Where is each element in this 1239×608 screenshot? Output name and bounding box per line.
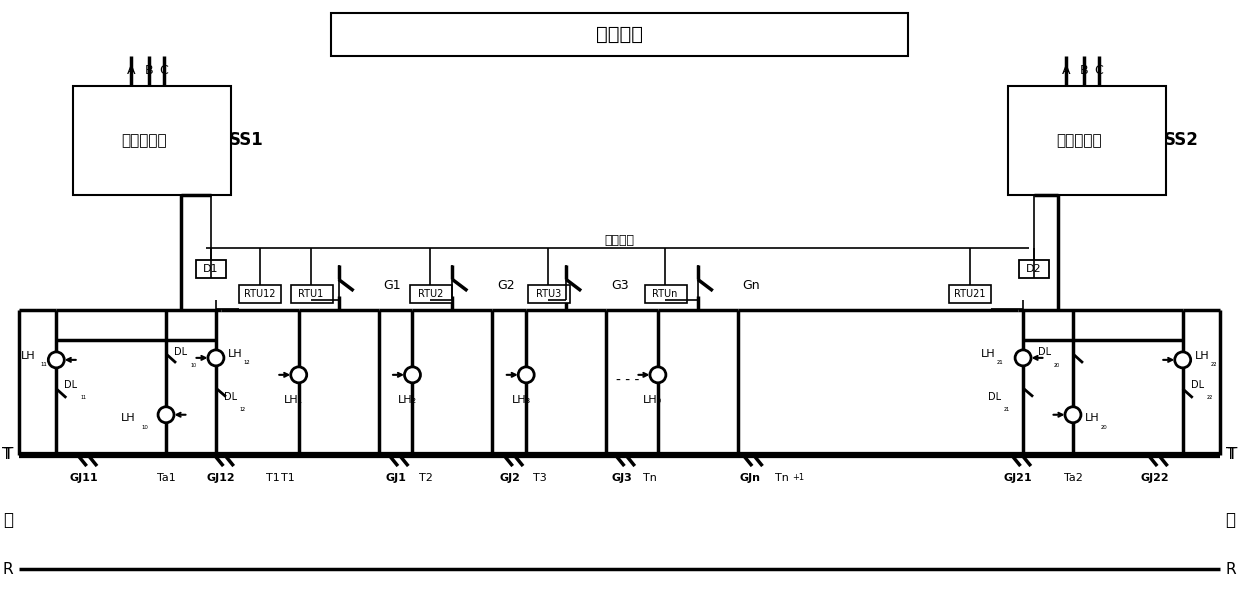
Text: GJ12: GJ12 (207, 472, 235, 483)
Text: DL: DL (1038, 347, 1051, 357)
Text: ₂₁: ₂₁ (1004, 404, 1010, 413)
Text: RTU1: RTU1 (299, 289, 323, 299)
Text: T: T (4, 447, 14, 462)
Text: RTUn: RTUn (652, 289, 678, 299)
Circle shape (291, 367, 307, 383)
Text: T2: T2 (419, 472, 432, 483)
Text: T: T (1225, 447, 1235, 462)
Text: Tn: Tn (643, 472, 657, 483)
Text: D1: D1 (203, 264, 219, 274)
Text: 光纤通道: 光纤通道 (603, 233, 634, 247)
Bar (196, 260, 225, 278)
Text: LH₂: LH₂ (398, 395, 418, 405)
Text: G3: G3 (611, 278, 628, 292)
Text: ₁₁: ₁₁ (81, 392, 87, 401)
Text: A: A (1062, 64, 1070, 77)
Text: +1: +1 (793, 473, 804, 482)
Text: T3: T3 (533, 472, 548, 483)
Text: 牵引变电所: 牵引变电所 (1056, 133, 1101, 148)
Text: LH₃: LH₃ (512, 395, 530, 405)
Text: ₁₀: ₁₀ (190, 361, 196, 370)
Text: LH: LH (981, 349, 996, 359)
Text: Ta1: Ta1 (156, 472, 176, 483)
Text: LH: LH (21, 351, 36, 361)
Bar (528, 285, 570, 303)
Text: ₂₀: ₂₀ (1054, 361, 1061, 370)
Circle shape (1015, 350, 1031, 366)
Text: RTU3: RTU3 (535, 289, 561, 299)
Text: RTU12: RTU12 (244, 289, 275, 299)
Text: DL: DL (1191, 380, 1204, 390)
Circle shape (208, 350, 224, 366)
Text: GJ2: GJ2 (499, 472, 520, 483)
Text: G1: G1 (384, 278, 401, 292)
Bar (291, 285, 332, 303)
Text: T: T (2, 447, 11, 462)
Text: 左: 左 (4, 511, 14, 528)
Text: B: B (145, 64, 154, 77)
Circle shape (518, 367, 534, 383)
Bar (239, 285, 281, 303)
Text: DL: DL (989, 392, 1001, 402)
Text: 牵引变电所: 牵引变电所 (121, 133, 167, 148)
Text: ₂₂: ₂₂ (1207, 392, 1213, 401)
Text: LH: LH (1194, 351, 1209, 361)
Text: ₁₂: ₁₂ (244, 358, 250, 367)
Text: LH₀: LH₀ (643, 395, 663, 405)
Bar (410, 285, 452, 303)
Text: GJ11: GJ11 (69, 472, 99, 483)
Text: R: R (2, 562, 14, 577)
Text: SS1: SS1 (228, 131, 263, 150)
Bar (73, 86, 230, 195)
Text: LH: LH (121, 413, 136, 423)
Text: ₂₂: ₂₂ (1211, 359, 1217, 368)
Circle shape (650, 367, 665, 383)
Text: ₁₁: ₁₁ (41, 359, 47, 368)
Text: Ta2: Ta2 (1063, 472, 1083, 483)
Text: 公共电网: 公共电网 (596, 24, 643, 44)
Bar (1020, 260, 1049, 278)
Text: GJ1: GJ1 (385, 472, 406, 483)
Text: ₂₁: ₂₁ (997, 358, 1004, 367)
Text: ₁₀: ₁₀ (141, 422, 147, 431)
Text: Gn: Gn (742, 278, 761, 292)
Bar (949, 285, 991, 303)
Circle shape (404, 367, 420, 383)
Text: RTU2: RTU2 (418, 289, 444, 299)
Text: ₂₀: ₂₀ (1101, 422, 1108, 431)
Text: GJ22: GJ22 (1140, 472, 1170, 483)
Text: DL: DL (224, 392, 237, 402)
Text: Tn: Tn (774, 472, 788, 483)
Text: A: A (126, 64, 135, 77)
Circle shape (159, 407, 173, 423)
Bar (331, 13, 908, 55)
Text: C: C (1094, 64, 1103, 77)
Text: GJ3: GJ3 (612, 472, 632, 483)
Text: DL: DL (64, 380, 77, 390)
Text: T: T (1228, 447, 1237, 462)
Text: GJn: GJn (740, 472, 761, 483)
Text: T1: T1 (281, 472, 295, 483)
Text: LH: LH (1085, 413, 1099, 423)
Text: ₁₂: ₁₂ (240, 404, 247, 413)
Text: T1: T1 (266, 472, 280, 483)
Text: D2: D2 (1026, 264, 1042, 274)
Text: LH₁: LH₁ (284, 395, 304, 405)
Text: 右: 右 (1225, 511, 1235, 528)
Text: B: B (1079, 64, 1088, 77)
Text: DL: DL (173, 347, 187, 357)
Text: C: C (160, 64, 169, 77)
Text: SS2: SS2 (1163, 131, 1198, 150)
Circle shape (48, 352, 64, 368)
Text: R: R (1225, 562, 1237, 577)
Bar (1009, 86, 1166, 195)
Text: GJ21: GJ21 (1004, 472, 1032, 483)
Text: G2: G2 (497, 278, 515, 292)
Circle shape (1066, 407, 1080, 423)
Text: RTU21: RTU21 (954, 289, 986, 299)
Text: LH: LH (228, 349, 243, 359)
Bar (646, 285, 686, 303)
Text: - - -: - - - (616, 373, 639, 387)
Circle shape (1175, 352, 1191, 368)
